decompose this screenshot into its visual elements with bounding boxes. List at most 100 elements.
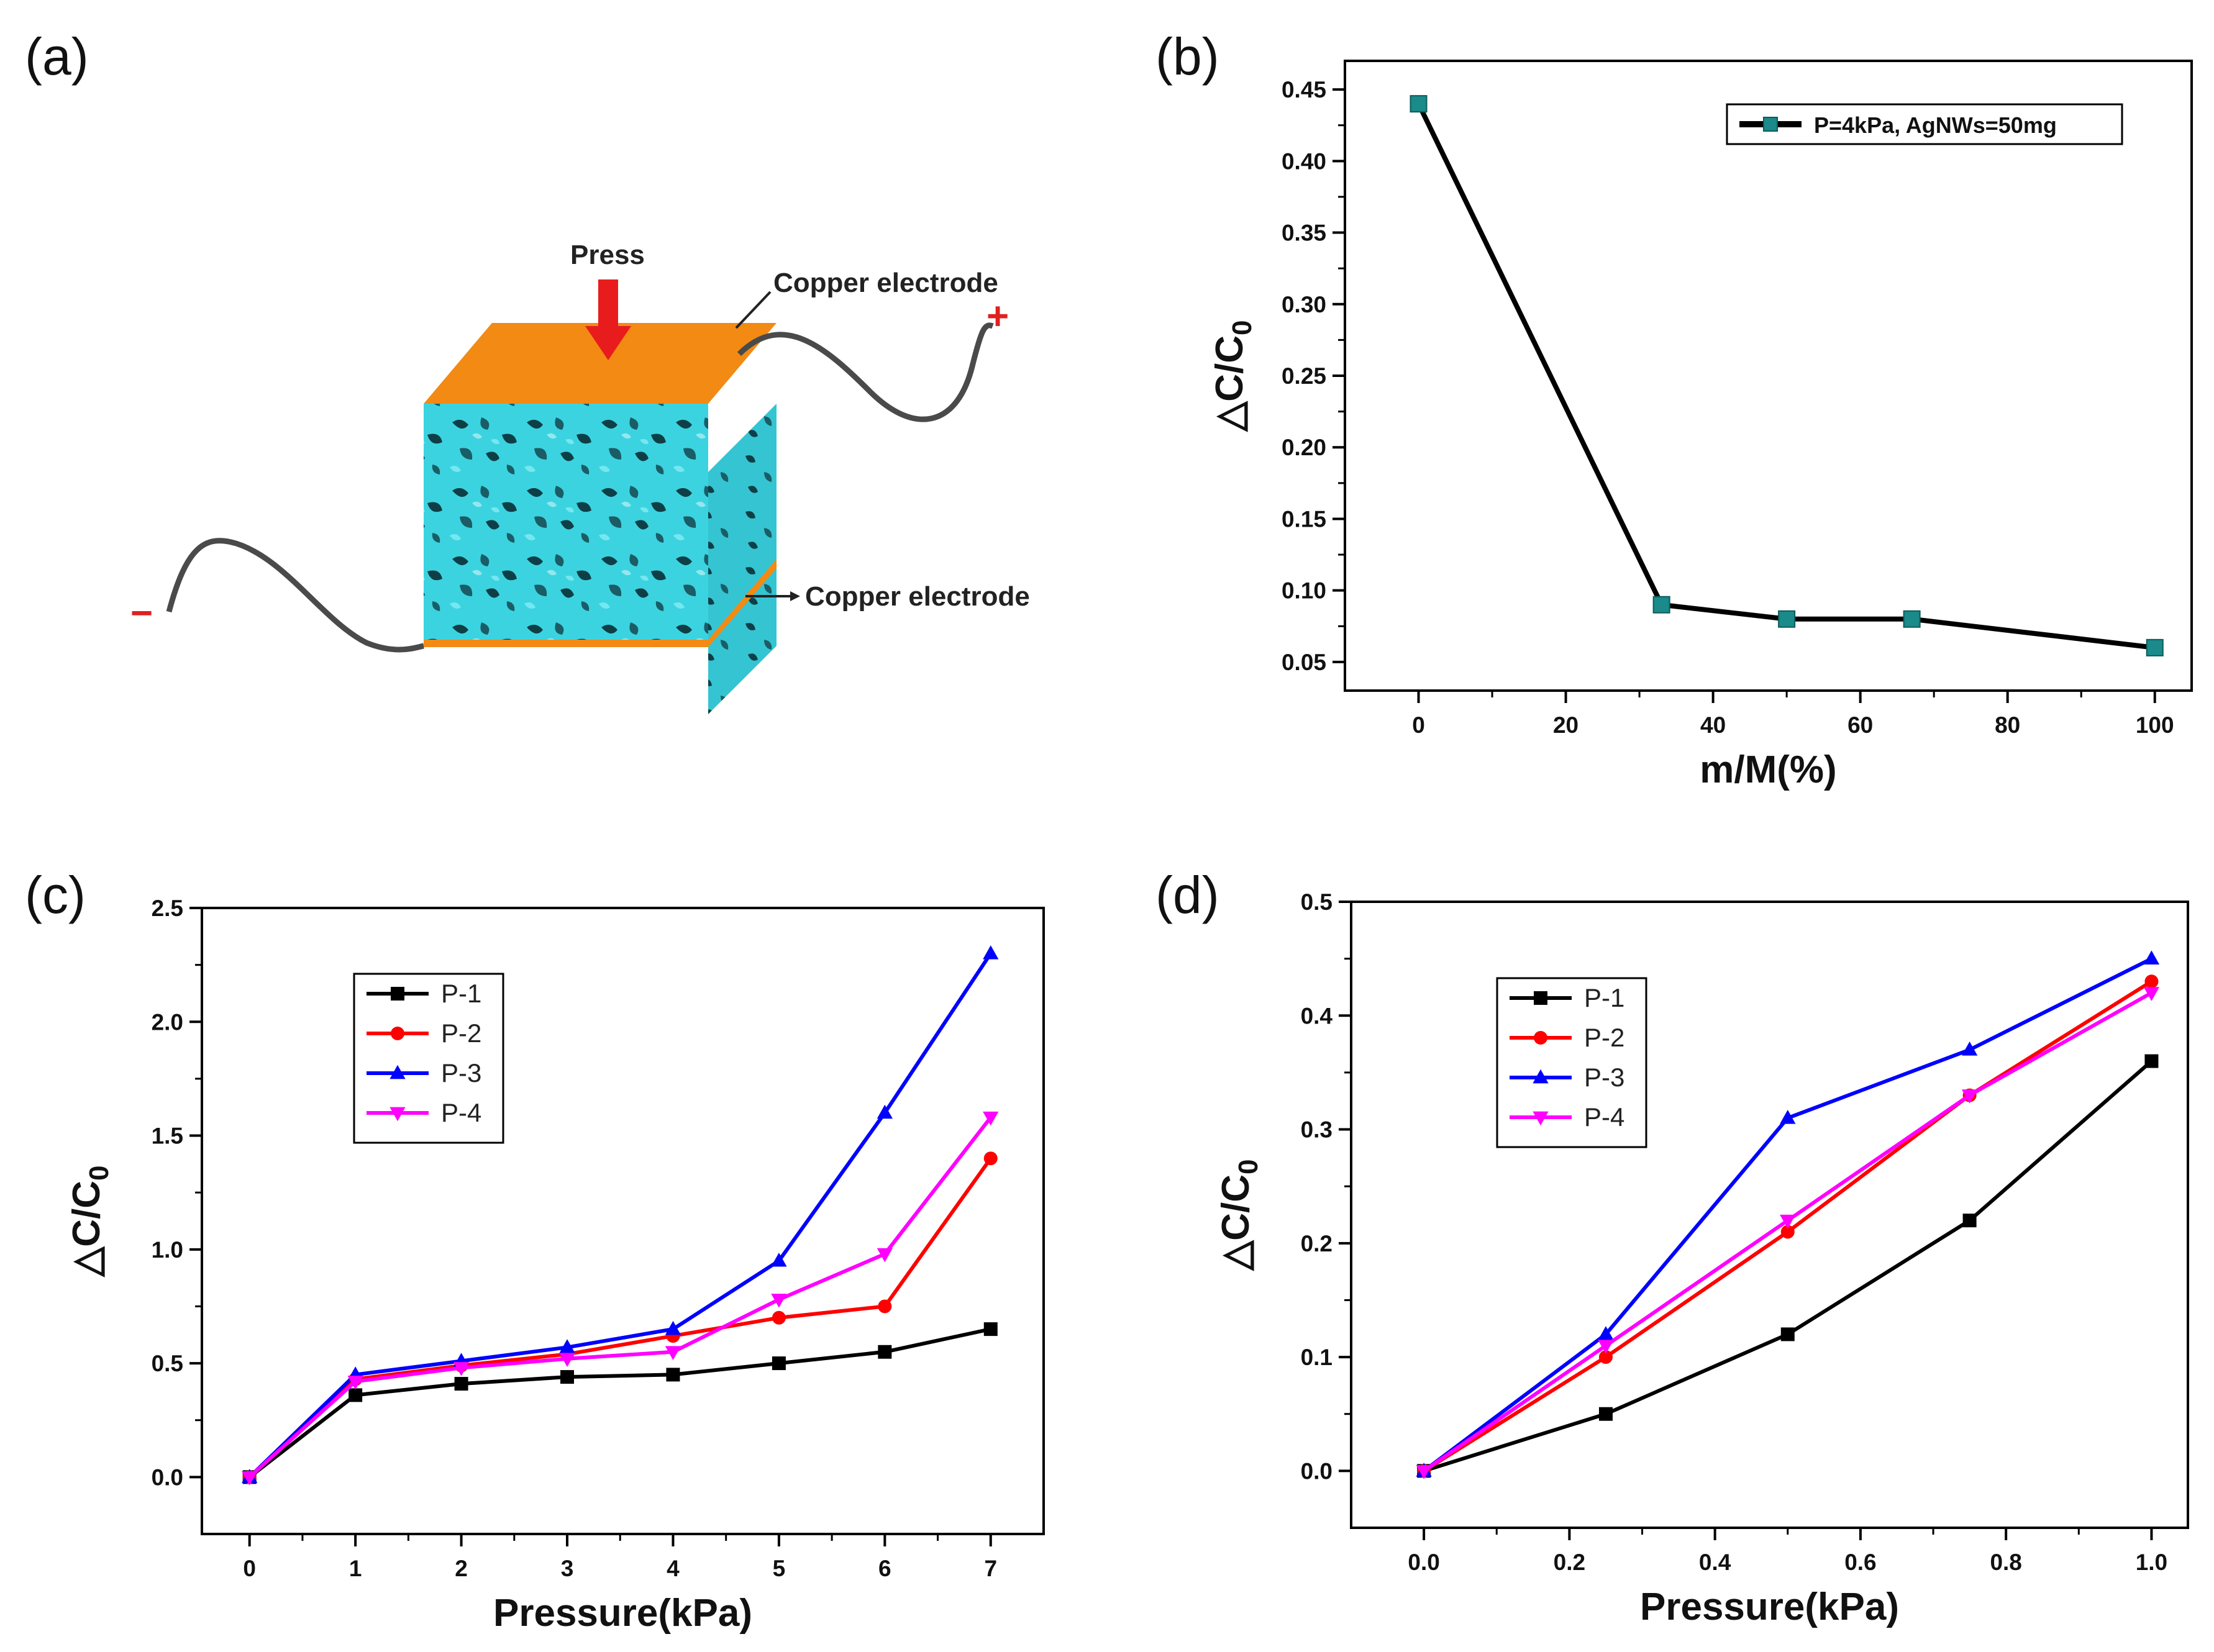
data-point bbox=[2144, 1054, 2159, 1068]
y-tick-label: 0.5 bbox=[1301, 889, 1332, 915]
data-point bbox=[2144, 974, 2159, 989]
foam-side-face bbox=[708, 404, 777, 714]
x-tick-label: 0.4 bbox=[1699, 1550, 1731, 1575]
x-tick-label: 1.0 bbox=[2136, 1550, 2167, 1575]
y-axis-label-main: △C/C bbox=[1214, 1174, 1257, 1271]
data-point bbox=[877, 1104, 893, 1119]
chart-c: 0 1 2 3 4 5 6 7 0.0 0.5 1.0 1.5 2.0 2.5 Pressure(kPa) △… bbox=[65, 896, 1045, 1635]
legend-label: P-2 bbox=[1584, 1023, 1624, 1052]
x-tick-label: 60 bbox=[1847, 712, 1873, 738]
panel-letter-a: (a) bbox=[25, 27, 89, 86]
legend-marker bbox=[1534, 1031, 1547, 1045]
data-point bbox=[560, 1370, 575, 1384]
plus-sign: + bbox=[986, 295, 1009, 338]
top-electrode-label: Copper electrode bbox=[773, 268, 998, 298]
y-tick-label: 2.0 bbox=[152, 1009, 183, 1035]
bottom-electrode-arrow bbox=[790, 591, 800, 601]
data-point bbox=[878, 1345, 892, 1359]
top-electrode bbox=[424, 323, 777, 404]
data-point bbox=[454, 1377, 468, 1391]
panel-letter-c: (c) bbox=[25, 866, 86, 924]
data-point bbox=[983, 1111, 999, 1126]
y-axis-label-main: △C/C bbox=[1208, 335, 1251, 432]
legend-label: P-1 bbox=[1584, 983, 1624, 1012]
y-tick-label: 0.05 bbox=[1282, 650, 1326, 675]
y-tick-label: 0.3 bbox=[1301, 1117, 1332, 1143]
x-axis-label: Pressure(kPa) bbox=[493, 1592, 752, 1635]
panel-letter-b: (b) bbox=[1155, 27, 1219, 86]
data-point bbox=[772, 1356, 786, 1371]
y-axis-label-subscript: 0 bbox=[84, 1166, 114, 1181]
data-point bbox=[1780, 1214, 1796, 1229]
x-tick-label: 7 bbox=[984, 1556, 997, 1581]
minus-sign: − bbox=[130, 592, 153, 635]
x-tick-label: 0.2 bbox=[1554, 1550, 1585, 1575]
legend-label: P=4kPa, AgNWs=50mg bbox=[1814, 112, 2057, 138]
plot-frame bbox=[1350, 901, 2189, 1529]
legend-marker bbox=[391, 987, 404, 1001]
y-tick-label: 0.4 bbox=[1301, 1003, 1333, 1028]
plot-frame bbox=[201, 907, 1045, 1535]
data-point bbox=[559, 1353, 575, 1367]
data-point bbox=[983, 1151, 998, 1166]
series-line-3 bbox=[248, 1116, 993, 1479]
legend-label: P-2 bbox=[441, 1019, 481, 1048]
x-tick-label: 2 bbox=[455, 1556, 468, 1581]
data-point bbox=[1780, 1225, 1795, 1239]
data-point bbox=[347, 1376, 363, 1390]
y-axis-label-subscript: 0 bbox=[1233, 1160, 1264, 1174]
legend-box bbox=[1726, 103, 2123, 145]
press-arrow-shaft bbox=[598, 279, 618, 329]
y-tick-label: 0.15 bbox=[1282, 506, 1326, 532]
negative-wire bbox=[166, 538, 424, 653]
legend-marker bbox=[1533, 1069, 1549, 1084]
x-tick-label: 0.0 bbox=[1408, 1550, 1439, 1575]
series-line-0 bbox=[248, 1327, 991, 1479]
x-tick-label: 6 bbox=[878, 1556, 891, 1581]
press-arrow-head bbox=[585, 326, 631, 360]
series-line-2 bbox=[248, 952, 993, 1479]
data-point bbox=[559, 1339, 575, 1353]
series-line-0 bbox=[1416, 102, 2156, 650]
y-tick-label: 0.25 bbox=[1282, 363, 1326, 389]
legend-marker bbox=[1533, 1111, 1549, 1126]
x-axis-label: Pressure(kPa) bbox=[1640, 1586, 1899, 1628]
legend-label: P-3 bbox=[1584, 1063, 1624, 1092]
y-tick-label: 0.20 bbox=[1282, 435, 1326, 460]
data-point bbox=[1652, 596, 1670, 614]
legend-marker bbox=[390, 1064, 406, 1079]
y-tick-label: 1.5 bbox=[152, 1123, 183, 1149]
data-point bbox=[242, 1471, 258, 1486]
data-point bbox=[1961, 1042, 1978, 1056]
data-point bbox=[1780, 1110, 1796, 1124]
data-point bbox=[1962, 1214, 1977, 1228]
data-point bbox=[665, 1320, 681, 1335]
legend-label: P-4 bbox=[1584, 1102, 1624, 1132]
y-tick-label: 0.45 bbox=[1282, 77, 1326, 102]
y-axis-label: △C/C0 bbox=[1214, 1160, 1264, 1272]
y-tick-label: 0.35 bbox=[1282, 220, 1326, 246]
top-electrode-leader bbox=[735, 291, 772, 329]
x-tick-label: 0 bbox=[1412, 712, 1425, 738]
chart-b: 0 20 40 60 80 100 0.05 0.10 0.15 0.20 0.25 0.30 0.35… bbox=[1208, 60, 2193, 791]
legend-marker bbox=[391, 1027, 404, 1040]
legend-marker bbox=[390, 1107, 406, 1122]
positive-wire bbox=[737, 322, 994, 422]
y-axis-label: △C/C0 bbox=[65, 1166, 114, 1278]
panel-letter-d: (d) bbox=[1155, 866, 1219, 924]
data-point bbox=[1410, 95, 1428, 113]
y-tick-label: 0.40 bbox=[1282, 148, 1326, 174]
data-point bbox=[2146, 638, 2164, 656]
legend-marker bbox=[1534, 991, 1547, 1005]
chart-d: 0.0 0.2 0.4 0.6 0.8 1.0 0.0 0.1 0.2 0.3 0.4 0.5 Pres… bbox=[1214, 889, 2189, 1628]
x-tick-label: 4 bbox=[667, 1556, 680, 1581]
x-tick-label: 3 bbox=[561, 1556, 574, 1581]
series-line-1 bbox=[248, 1157, 993, 1479]
data-point bbox=[878, 1299, 892, 1314]
data-point bbox=[1598, 1350, 1613, 1364]
data-point bbox=[1778, 610, 1796, 628]
data-point bbox=[877, 1248, 893, 1263]
y-tick-label: 0.1 bbox=[1301, 1345, 1332, 1370]
data-point bbox=[772, 1310, 786, 1325]
data-point bbox=[983, 1322, 998, 1337]
